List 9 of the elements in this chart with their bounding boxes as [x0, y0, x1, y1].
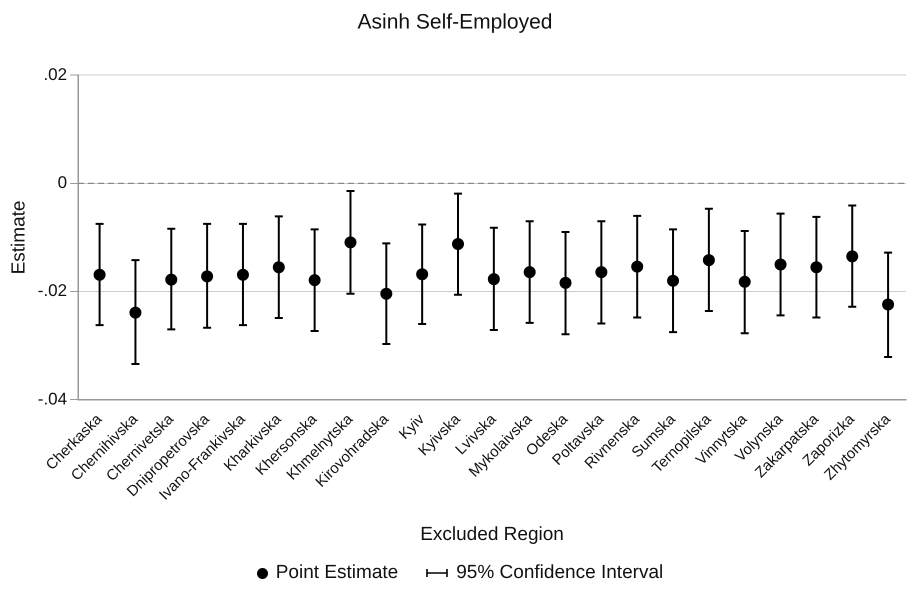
y-tick-label: -.04 [38, 389, 68, 408]
y-axis-title: Estimate [8, 200, 30, 274]
text: 95% Confidence Interval [456, 562, 664, 584]
chart-title: Asinh Self-Employed [358, 10, 552, 34]
y-tick-label: 0 [58, 173, 68, 192]
x-axis-title: Excluded Region [420, 524, 564, 545]
y-tick-label: -.02 [38, 281, 68, 300]
y-tick-label: .02 [43, 64, 68, 84]
legend-label: Point Estimate [276, 562, 398, 584]
